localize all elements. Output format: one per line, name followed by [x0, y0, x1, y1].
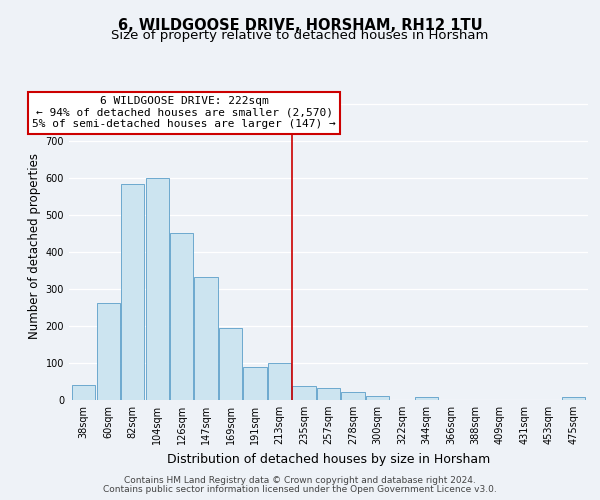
- Bar: [121, 184, 144, 400]
- Bar: [292, 386, 316, 400]
- X-axis label: Distribution of detached houses by size in Horsham: Distribution of detached houses by size …: [167, 452, 490, 466]
- Text: 6, WILDGOOSE DRIVE, HORSHAM, RH12 1TU: 6, WILDGOOSE DRIVE, HORSHAM, RH12 1TU: [118, 18, 482, 32]
- Bar: [219, 328, 242, 400]
- Bar: [72, 385, 95, 400]
- Y-axis label: Number of detached properties: Number of detached properties: [28, 153, 41, 339]
- Bar: [317, 388, 340, 400]
- Text: 6 WILDGOOSE DRIVE: 222sqm
← 94% of detached houses are smaller (2,570)
5% of sem: 6 WILDGOOSE DRIVE: 222sqm ← 94% of detac…: [32, 96, 336, 130]
- Bar: [562, 398, 585, 400]
- Bar: [268, 362, 291, 400]
- Text: Size of property relative to detached houses in Horsham: Size of property relative to detached ho…: [112, 29, 488, 42]
- Bar: [415, 398, 438, 400]
- Bar: [170, 234, 193, 400]
- Bar: [146, 178, 169, 400]
- Text: Contains HM Land Registry data © Crown copyright and database right 2024.: Contains HM Land Registry data © Crown c…: [124, 476, 476, 485]
- Bar: [194, 276, 218, 400]
- Bar: [341, 392, 365, 400]
- Text: Contains public sector information licensed under the Open Government Licence v3: Contains public sector information licen…: [103, 485, 497, 494]
- Bar: [366, 396, 389, 400]
- Bar: [97, 303, 120, 400]
- Bar: [244, 366, 266, 400]
